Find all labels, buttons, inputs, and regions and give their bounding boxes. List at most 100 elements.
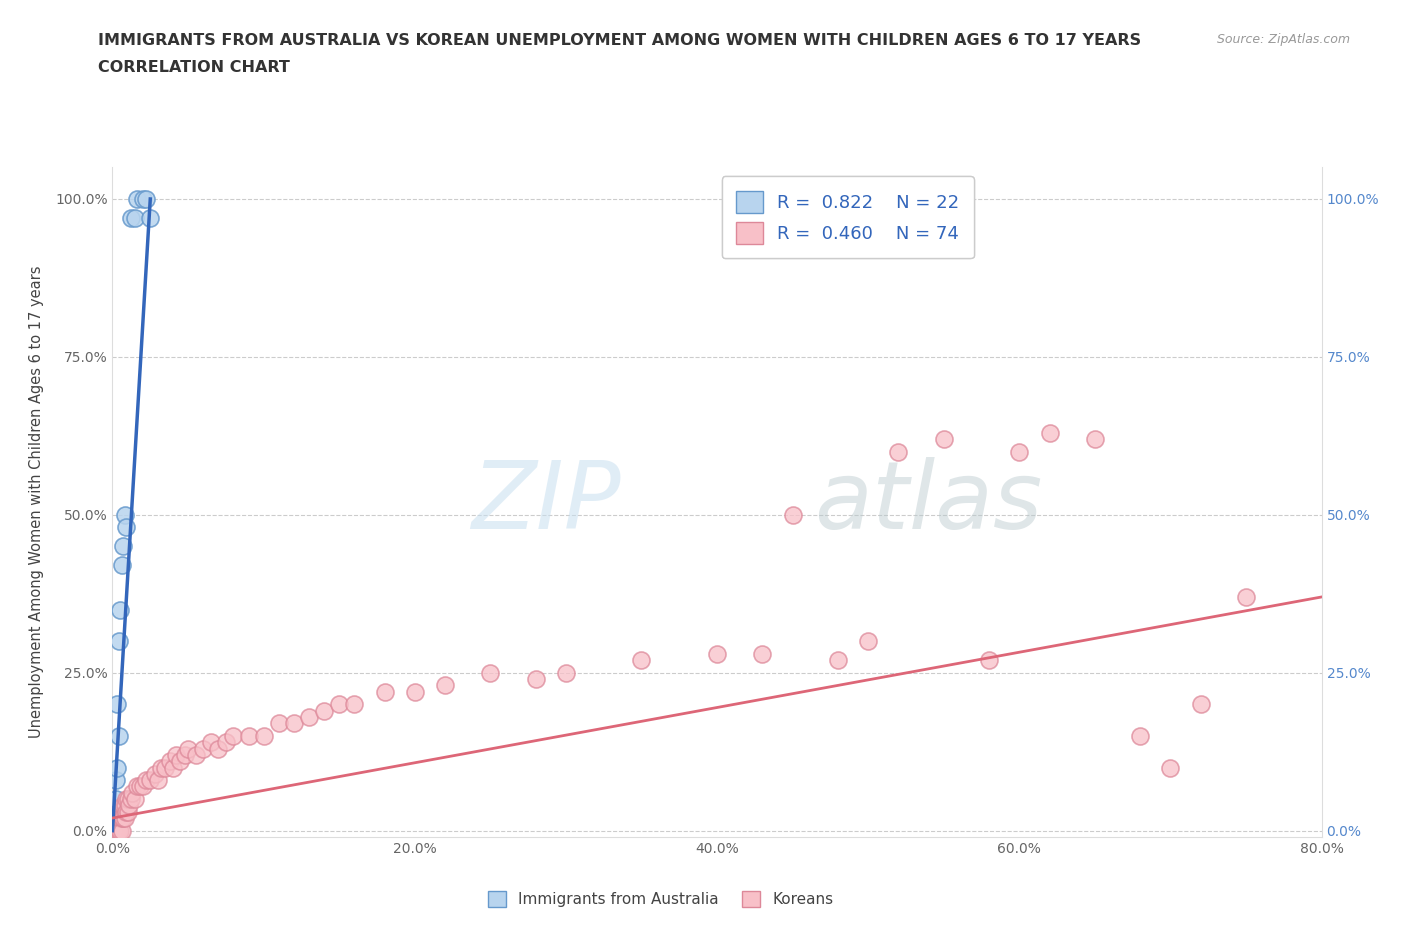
Point [328,697,350,711]
Point [191,741,214,756]
Point [146,773,169,788]
Point [253,728,276,743]
Point [117,791,139,806]
Point [630,653,652,668]
Point [110,823,132,838]
Text: ZIP: ZIP [471,457,620,548]
Point [112,539,135,554]
Point [114,508,136,523]
Point [143,766,166,781]
Point [215,735,238,750]
Point [104,823,127,838]
Point [103,823,125,838]
Point [751,646,773,661]
Point [115,520,138,535]
Point [554,665,576,680]
Y-axis label: Unemployment Among Women with Children Ages 6 to 17 years: Unemployment Among Women with Children A… [30,266,44,738]
Point [524,671,547,686]
Point [104,791,127,806]
Point [110,558,132,573]
Point [433,678,456,693]
Point [155,760,177,775]
Text: CORRELATION CHART: CORRELATION CHART [98,60,290,75]
Point [110,811,132,826]
Point [132,779,155,794]
Point [114,798,136,813]
Point [1038,425,1062,440]
Point [105,811,128,826]
Point [105,823,128,838]
Point [782,508,804,523]
Point [174,748,197,763]
Point [104,823,127,838]
Point [169,753,191,768]
Point [103,823,125,838]
Point [207,741,229,756]
Point [135,192,157,206]
Point [149,760,172,775]
Point [108,811,131,826]
Point [120,791,142,806]
Point [121,785,143,800]
Point [184,748,207,763]
Point [132,192,155,206]
Point [267,716,290,731]
Point [108,602,131,617]
Point [1234,590,1257,604]
Point [977,653,1000,668]
Point [1084,432,1107,446]
Point [104,811,127,826]
Point [107,633,129,648]
Point [103,823,125,838]
Text: IMMIGRANTS FROM AUSTRALIA VS KOREAN UNEMPLOYMENT AMONG WOMEN WITH CHILDREN AGES : IMMIGRANTS FROM AUSTRALIA VS KOREAN UNEM… [98,33,1142,47]
Point [104,773,127,788]
Point [162,760,184,775]
Point [343,697,366,711]
Point [139,773,162,788]
Point [887,445,910,459]
Point [115,804,138,819]
Legend: Immigrants from Australia, Koreans: Immigrants from Australia, Koreans [482,884,839,913]
Legend: R =  0.822    N = 22, R =  0.460    N = 74: R = 0.822 N = 22, R = 0.460 N = 74 [721,177,974,259]
Point [112,798,135,813]
Point [139,210,162,225]
Point [107,804,129,819]
Point [105,760,128,775]
Point [706,646,728,661]
Point [177,741,200,756]
Point [856,633,880,648]
Point [125,779,148,794]
Text: atlas: atlas [814,457,1042,548]
Point [114,811,136,826]
Point [112,811,135,826]
Point [222,728,245,743]
Point [283,716,305,731]
Point [200,735,222,750]
Point [314,703,336,718]
Point [1159,760,1181,775]
Point [115,791,138,806]
Point [125,192,148,206]
Point [159,753,181,768]
Point [1129,728,1152,743]
Point [479,665,502,680]
Point [108,823,131,838]
Point [128,779,150,794]
Point [298,710,321,724]
Point [404,684,426,699]
Point [107,823,129,838]
Point [827,653,849,668]
Point [135,773,157,788]
Text: Source: ZipAtlas.com: Source: ZipAtlas.com [1216,33,1350,46]
Point [165,748,187,763]
Point [118,798,141,813]
Point [103,811,125,826]
Point [124,791,146,806]
Point [1008,445,1031,459]
Point [105,697,128,711]
Point [107,728,129,743]
Point [117,804,139,819]
Point [124,210,146,225]
Point [374,684,396,699]
Point [932,432,955,446]
